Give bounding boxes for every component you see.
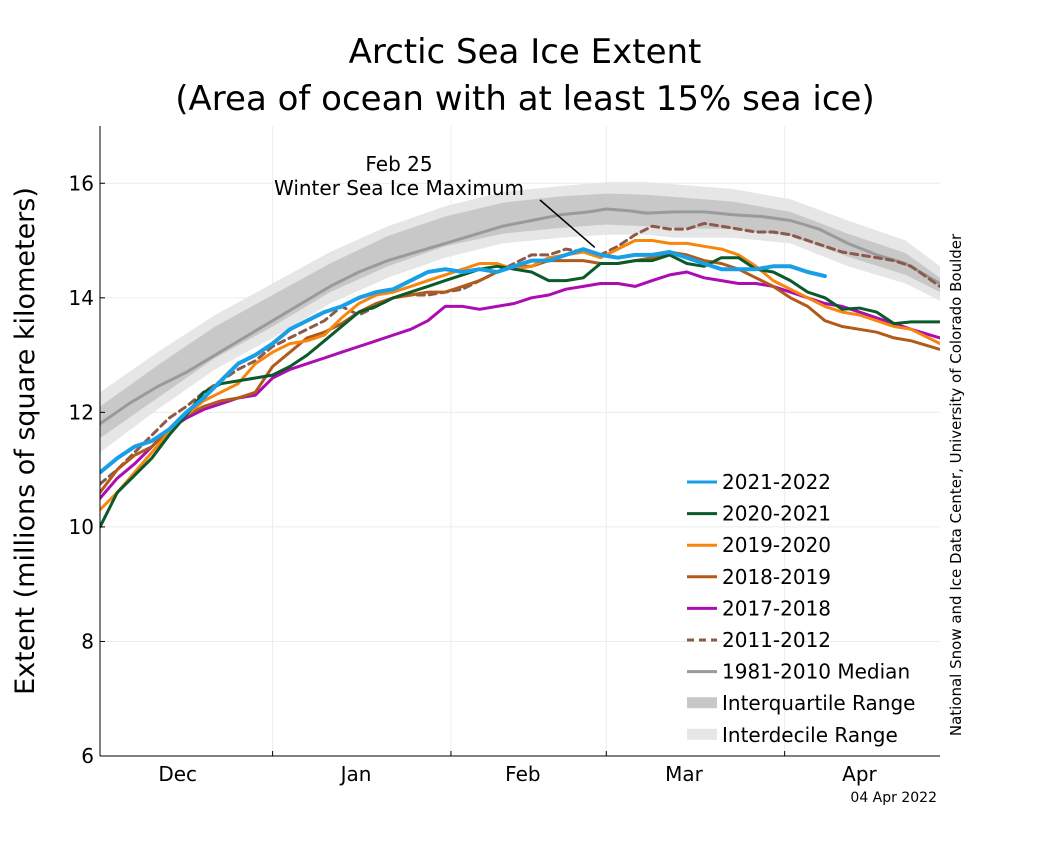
date-stamp: 04 Apr 2022: [850, 790, 937, 806]
legend-label: 2018-2019: [722, 565, 831, 589]
legend-item: 2020-2021: [687, 502, 831, 526]
interquartile-range-band: [100, 193, 940, 439]
legend-item: Interquartile Range: [687, 691, 915, 715]
legend-item: Interdecile Range: [687, 723, 898, 747]
legend-label: 1981-2010 Median: [722, 660, 910, 684]
legend-item: 2011-2012: [687, 628, 831, 652]
legend-label: 2017-2018: [722, 596, 831, 620]
median-line: [100, 207, 940, 426]
x-tick-label: Jan: [339, 762, 372, 786]
legend-item: 2018-2019: [687, 565, 831, 589]
annotation-pointer: [539, 199, 596, 248]
x-tick-label: Dec: [158, 762, 197, 786]
legend-label: Interquartile Range: [722, 691, 915, 715]
legend-label: 2021-2022: [722, 470, 831, 494]
y-tick-label: 10: [69, 515, 94, 539]
x-tick-label: Apr: [842, 762, 877, 786]
y-tick-label: 16: [69, 171, 94, 195]
chart-title-line2: (Area of ocean with at least 15% sea ice…: [175, 79, 874, 119]
series-line-2011-2012: [100, 221, 940, 486]
y-tick-label: 14: [69, 286, 94, 310]
legend-swatch: [687, 728, 717, 740]
y-tick-label: 6: [81, 744, 94, 768]
y-tick-label: 8: [81, 629, 94, 653]
x-tick-label: Mar: [665, 762, 704, 786]
source-credit: National Snow and Ice Data Center, Unive…: [947, 233, 965, 736]
legend-item: 1981-2010 Median: [687, 660, 910, 684]
legend-label: 2011-2012: [722, 628, 831, 652]
series-line-2021-2022: [100, 247, 827, 475]
series-line-2020-2021: [100, 253, 940, 529]
series-line-2017-2018: [100, 270, 940, 500]
annotation-line2: Winter Sea Ice Maximum: [274, 176, 524, 200]
legend-item: 2019-2020: [687, 533, 831, 557]
legend-label: 2019-2020: [722, 533, 831, 557]
series-line-2018-2019: [100, 250, 940, 494]
legend-item: 2021-2022: [687, 470, 831, 494]
legend-swatch: [687, 697, 717, 709]
x-tick-label: Feb: [505, 762, 540, 786]
legend-label: 2020-2021: [722, 502, 831, 526]
chart-title-line1: Arctic Sea Ice Extent: [349, 32, 702, 72]
plot-series-group: [100, 182, 940, 529]
legend-item: 2017-2018: [687, 596, 831, 620]
legend-label: Interdecile Range: [722, 723, 898, 747]
y-axis-label: Extent (millions of square kilometers): [10, 187, 41, 695]
y-tick-label: 12: [69, 400, 94, 424]
annotation-line1: Feb 25: [365, 152, 432, 176]
